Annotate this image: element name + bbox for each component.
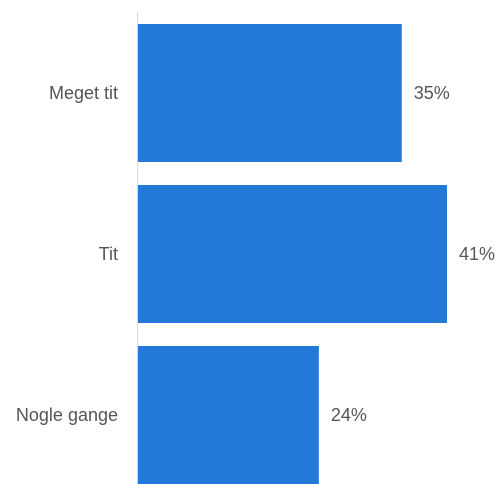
bar-meget-tit <box>138 24 402 162</box>
bar-tit <box>138 185 447 323</box>
value-label-nogle-gange: 24% <box>331 405 367 425</box>
bars-group <box>138 24 447 484</box>
category-label-meget-tit: Meget tit <box>49 83 118 103</box>
value-labels: 35% 41% 24% <box>331 83 495 425</box>
category-labels: Meget tit Tit Nogle gange <box>16 83 118 425</box>
value-label-meget-tit: 35% <box>414 83 450 103</box>
category-label-tit: Tit <box>99 244 118 264</box>
bar-nogle-gange <box>138 346 319 484</box>
category-label-nogle-gange: Nogle gange <box>16 405 118 425</box>
value-label-tit: 41% <box>459 244 495 264</box>
